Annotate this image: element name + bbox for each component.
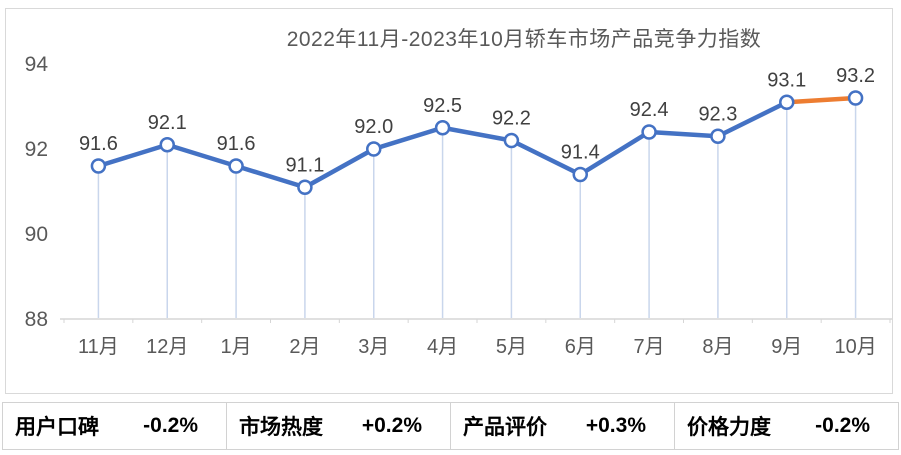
- line-segment: [302, 146, 376, 190]
- line-segment-highlight: [784, 95, 858, 105]
- data-point-marker: [159, 137, 175, 153]
- data-point-marker: [710, 128, 726, 144]
- data-point-label: 92.3: [698, 103, 737, 125]
- x-axis-category-label: 8月: [702, 336, 733, 358]
- stat-label: 市场热度: [239, 416, 323, 439]
- data-point-marker: [366, 141, 382, 157]
- data-point-label: 93.2: [836, 65, 875, 87]
- line-segment: [233, 163, 308, 190]
- stat-label: 价格力度: [687, 416, 771, 439]
- line-segment: [509, 138, 583, 177]
- x-axis-category-label: 5月: [496, 336, 527, 358]
- line-segment: [440, 125, 514, 143]
- data-point-marker: [297, 179, 313, 195]
- data-point-label: 91.6: [217, 133, 256, 155]
- stat-cell-product-evaluation: 产品评价 +0.3%: [450, 403, 674, 449]
- data-point-label: 92.5: [423, 95, 462, 117]
- line-segment: [165, 142, 239, 169]
- chart-panel: 88 90 92 94 11月 12月 1月 2月 3月 4月 5月 6月 7月 8月 9月 10月 91.6 9…: [5, 8, 893, 394]
- data-point-label: 91.6: [79, 133, 118, 155]
- stat-cell-market-heat: 市场热度 +0.2%: [226, 403, 450, 449]
- data-point-label: 92.4: [630, 99, 669, 121]
- line-segment: [646, 129, 721, 139]
- stat-label: 产品评价: [463, 416, 547, 439]
- data-point-label: 92.2: [492, 108, 531, 130]
- line-segment: [96, 142, 170, 169]
- competitiveness-line-chart: 88 90 92 94 11月 12月 1月 2月 3月 4月 5月 6月 7月 8月 9月 10月 91.6 9…: [25, 53, 892, 358]
- stat-cell-user-reputation: 用户口碑 -0.2%: [3, 403, 226, 449]
- x-axis-category-label: 4月: [427, 336, 458, 358]
- x-axis-category-label: 7月: [634, 336, 665, 358]
- data-point-marker: [503, 132, 520, 149]
- data-point-marker: [847, 90, 864, 106]
- stat-value: +0.3%: [585, 414, 646, 437]
- stat-label: 用户口碑: [15, 416, 99, 439]
- line-segment: [715, 100, 789, 139]
- line-segment: [371, 125, 445, 152]
- data-point-marker: [641, 124, 657, 140]
- x-axis-category-label: 1月: [221, 336, 252, 358]
- stat-cell-price-strength: 价格力度 -0.2%: [674, 403, 898, 449]
- data-point-marker: [434, 120, 451, 136]
- data-point-marker: [572, 166, 588, 183]
- stat-value: -0.2%: [815, 414, 870, 437]
- stats-bar: 用户口碑 -0.2% 市场热度 +0.2% 产品评价 +0.3% 价格力度 -0…: [2, 402, 899, 450]
- chart-title: 2022年11月-2023年10月轿车市场产品竞争力指数: [286, 28, 762, 51]
- y-axis-tick-label: 92: [25, 138, 48, 161]
- data-point-marker: [90, 158, 107, 174]
- y-axis-tick-label: 88: [25, 308, 48, 331]
- data-point-label: 91.1: [285, 154, 324, 176]
- data-point-label: 92.0: [354, 116, 393, 138]
- data-point-marker: [779, 94, 795, 110]
- x-axis-category-label: 10月: [834, 336, 876, 358]
- data-point-label: 92.1: [148, 112, 187, 134]
- data-point-label: 93.1: [767, 69, 806, 91]
- x-axis-category-label: 3月: [358, 336, 389, 358]
- data-point-marker: [228, 158, 244, 174]
- y-axis-tick-label: 90: [25, 223, 48, 246]
- x-axis-category-label: 12月: [146, 336, 188, 358]
- x-axis-category-label: 2月: [289, 336, 320, 358]
- x-axis-category-label: 11月: [78, 336, 119, 358]
- x-axis-category-label: 6月: [565, 336, 596, 358]
- line-segment: [578, 129, 652, 177]
- stat-value: -0.2%: [143, 414, 198, 437]
- y-axis-tick-label: 94: [25, 53, 49, 76]
- data-point-label: 91.4: [561, 142, 600, 164]
- x-axis-category-label: 9月: [771, 336, 802, 358]
- stat-value: +0.2%: [361, 414, 422, 437]
